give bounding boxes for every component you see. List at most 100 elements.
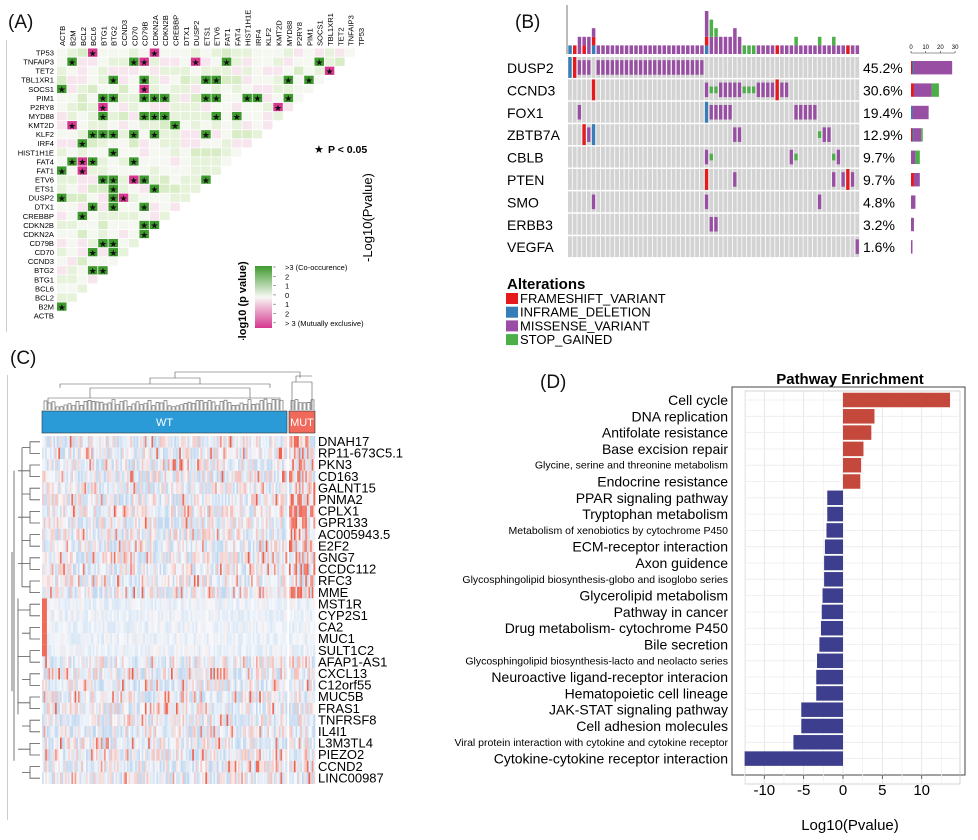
heatmap-cell	[206, 459, 209, 471]
heatmap-cell	[289, 517, 291, 529]
heatmap-cell	[234, 563, 237, 576]
heatmap-cell	[133, 528, 136, 541]
heatmap-cell	[59, 517, 62, 529]
legend-title: Alterations	[507, 276, 585, 293]
heatmap-cell	[131, 586, 134, 599]
heatmap-cell	[164, 436, 167, 448]
matrix-cell	[98, 229, 108, 239]
oncoprint-cell	[714, 169, 718, 190]
heatmap-cell	[273, 598, 276, 610]
oncoprint-cell	[817, 236, 822, 258]
heatmap-cell	[77, 436, 80, 448]
significance-star-icon: ★	[223, 57, 231, 67]
heatmap-cell	[255, 668, 258, 680]
heatmap-cell	[99, 656, 102, 668]
significance-star-icon: ★	[89, 48, 97, 58]
heatmap-cell	[213, 517, 216, 529]
oncoprint-cell	[652, 124, 657, 146]
heatmap-cell	[251, 540, 253, 552]
heatmap-cell	[156, 436, 159, 448]
heatmap-cell	[156, 505, 159, 518]
row-label: CD79B	[30, 239, 54, 248]
heatmap-cell	[138, 575, 141, 587]
oncoprint-cell	[662, 236, 667, 258]
heatmap-cell	[50, 656, 53, 668]
heatmap-cell	[234, 668, 237, 680]
heatmap-cell	[174, 482, 177, 494]
oncoprint-cell	[808, 169, 813, 190]
heatmap-cell	[64, 505, 67, 518]
heatmap-cell	[241, 494, 244, 506]
heatmap-cell	[107, 586, 110, 599]
heatmap-cell	[198, 517, 201, 529]
alteration-mark	[676, 60, 680, 75]
heatmap-cell	[249, 459, 252, 471]
heatmap-cell	[82, 610, 85, 622]
heatmap-cell	[231, 668, 234, 680]
oncoprint-cell	[845, 124, 850, 146]
heatmap-cell	[118, 540, 121, 552]
heatmap-cell	[107, 494, 110, 506]
heatmap-cell	[154, 482, 157, 494]
heatmap-cell	[117, 459, 120, 471]
heatmap-cell	[228, 447, 231, 460]
heatmap-cell	[247, 459, 250, 471]
heatmap-cell	[87, 540, 90, 552]
heatmap-cell	[159, 563, 162, 576]
heatmap-cell	[221, 528, 224, 541]
heatmap-cell	[177, 540, 180, 552]
heatmap-cell	[46, 633, 49, 645]
heatmap-cell	[55, 517, 57, 529]
matrix-cell	[263, 75, 273, 84]
heatmap-cell	[200, 679, 203, 692]
heatmap-cell	[187, 610, 190, 622]
sample-burden-bar	[827, 45, 831, 54]
oncoprint-cell	[681, 169, 685, 190]
heatmap-cell	[92, 621, 95, 634]
heatmap-cell	[239, 528, 242, 541]
heatmap-cell	[125, 528, 128, 541]
heatmap-cell	[205, 621, 208, 634]
heatmap-cell	[283, 517, 286, 529]
heatmap-cell	[64, 563, 67, 576]
heatmap-cell	[131, 563, 134, 576]
column-label: CCND3	[120, 20, 129, 46]
heatmap-cell	[185, 494, 188, 506]
heatmap-cell	[275, 528, 278, 541]
heatmap-cell	[64, 482, 67, 494]
heatmap-cell	[220, 552, 222, 564]
heatmap-cell	[283, 668, 286, 680]
heatmap-cell	[267, 586, 270, 599]
matrix-cell	[118, 139, 129, 148]
heatmap-cell	[184, 621, 187, 634]
oncoprint-cell	[761, 236, 766, 258]
heatmap-cell	[99, 679, 102, 692]
heatmap-cell	[126, 505, 129, 518]
heatmap-cell	[45, 459, 48, 471]
heatmap-cell	[241, 459, 244, 471]
heatmap-cell	[68, 552, 71, 564]
heatmap-cell	[210, 656, 213, 668]
legend-gradient	[255, 266, 272, 328]
heatmap-cell	[136, 436, 139, 448]
heatmap-cell	[104, 552, 106, 564]
oncoprint-cell	[643, 236, 648, 258]
heatmap-cell	[259, 540, 262, 552]
heatmap-cell	[211, 610, 214, 622]
heatmap-cell	[143, 679, 146, 692]
heatmap-cell	[226, 586, 229, 599]
matrix-cell	[118, 102, 129, 112]
oncoprint-cell	[827, 146, 831, 168]
heatmap-cell	[77, 540, 80, 552]
heatmap-cell	[73, 679, 75, 692]
heatmap-cell	[107, 528, 110, 541]
heatmap-cell	[202, 633, 204, 645]
heatmap-cell	[153, 621, 155, 634]
heatmap-cell	[255, 517, 258, 529]
heatmap-cell	[110, 528, 113, 541]
heatmap-cell	[159, 528, 162, 541]
heatmap-cell	[282, 505, 285, 518]
heatmap-cell	[280, 517, 283, 529]
significance-star-icon: ★	[140, 175, 148, 185]
matrix-cell	[252, 75, 263, 84]
